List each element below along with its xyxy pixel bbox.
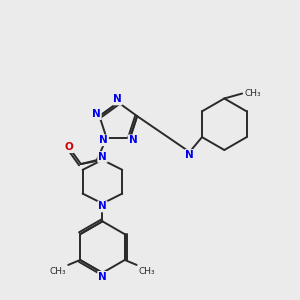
- Text: N: N: [99, 135, 108, 145]
- Text: N: N: [92, 109, 101, 119]
- Text: N: N: [113, 94, 122, 104]
- Text: N: N: [128, 135, 137, 145]
- Text: CH₃: CH₃: [50, 267, 66, 276]
- Text: N: N: [98, 202, 107, 212]
- Text: N: N: [98, 272, 107, 282]
- Text: CH₃: CH₃: [244, 89, 261, 98]
- Text: O: O: [64, 142, 74, 152]
- Text: N: N: [98, 152, 107, 162]
- Text: CH₃: CH₃: [139, 267, 155, 276]
- Text: N: N: [185, 150, 194, 160]
